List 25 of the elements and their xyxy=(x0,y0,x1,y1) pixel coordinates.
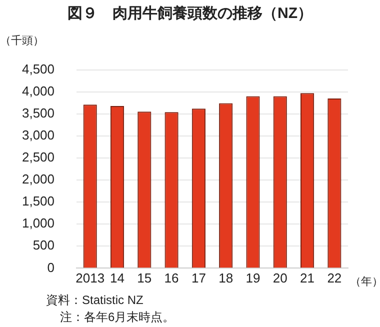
x-tick-label: 16 xyxy=(164,270,179,286)
text: 注：各年6月末時点。 xyxy=(60,309,175,326)
y-tick-label: 500 xyxy=(32,238,55,253)
y-tick-label: 4,000 xyxy=(22,83,55,98)
text: 資料：Statistic NZ xyxy=(46,292,144,309)
x-tick-label: 14 xyxy=(110,270,124,286)
x-tick-label: 15 xyxy=(137,270,152,286)
y-tick-label: 2,500 xyxy=(22,150,55,165)
x-tick-label: 22 xyxy=(327,270,342,286)
y-tick-label: 1,000 xyxy=(22,216,55,231)
x-tick-label: 20 xyxy=(272,270,288,286)
y-tick-label: 4,500 xyxy=(22,61,55,76)
x-tick-label: 18 xyxy=(218,270,234,286)
x-tick-label: 17 xyxy=(191,270,206,286)
x-tick-label: 19 xyxy=(246,270,260,286)
y-axis-title: （千頭） xyxy=(0,34,44,48)
x-axis-title: （年） xyxy=(350,275,380,289)
x-tick-label: 2013 xyxy=(76,270,105,286)
y-tick-label: 2,000 xyxy=(22,172,55,187)
y-tick-label: 1,500 xyxy=(22,194,55,209)
y-tick-label: 3,000 xyxy=(22,128,55,143)
y-tick-label: 3,500 xyxy=(22,105,55,120)
x-tick-label: 21 xyxy=(300,270,315,286)
y-tick-label: 0 xyxy=(47,260,55,275)
chart-title: 図９ 肉用牛飼養頭数の推移（NZ） xyxy=(66,4,314,23)
